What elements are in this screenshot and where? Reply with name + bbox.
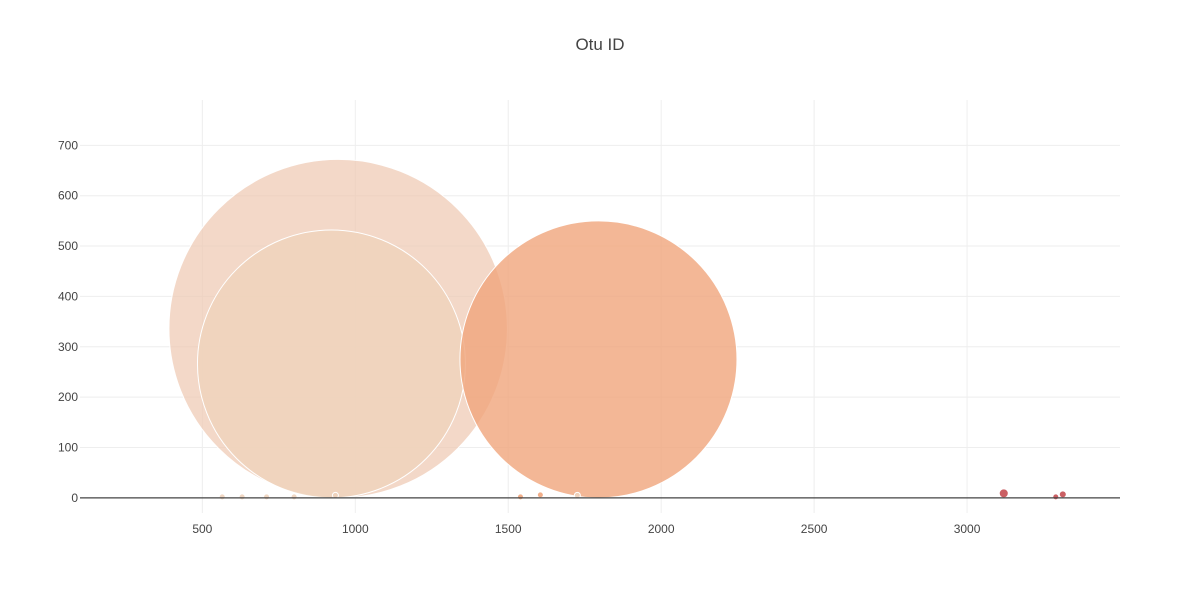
x-tick-label: 500: [192, 522, 212, 536]
bubble-point: [1058, 490, 1067, 499]
y-tick-label: 0: [71, 491, 78, 505]
points-layer: [168, 158, 1067, 501]
bubble-point: [536, 491, 544, 499]
y-tick-labels: 0 100 200 300 400 500 600 700: [58, 138, 78, 505]
bubble-point: [218, 493, 226, 501]
x-tick-label: 2500: [801, 522, 828, 536]
bubble-point: [238, 493, 246, 501]
y-tick-label: 400: [58, 289, 78, 303]
y-tick-label: 200: [58, 390, 78, 404]
y-tick-label: 500: [58, 239, 78, 253]
y-tick-label: 700: [58, 138, 78, 152]
y-tick-label: 600: [58, 189, 78, 203]
bubble-point: [516, 493, 524, 501]
bubble-point: [290, 493, 298, 501]
bubble-point: [263, 493, 271, 501]
y-tick-label: 100: [58, 441, 78, 455]
x-tick-label: 3000: [954, 522, 981, 536]
bubble-point: [1052, 493, 1060, 501]
bubble-point: [459, 220, 738, 499]
x-tick-labels: 500 1000 1500 2000 2500 3000: [192, 522, 980, 536]
chart-title: Otu ID: [575, 35, 624, 54]
bubble-point: [998, 488, 1009, 499]
x-tick-label: 1000: [342, 522, 369, 536]
y-tick-label: 300: [58, 340, 78, 354]
bubble-point: [196, 229, 466, 499]
x-tick-label: 2000: [648, 522, 675, 536]
x-tick-label: 1500: [495, 522, 522, 536]
